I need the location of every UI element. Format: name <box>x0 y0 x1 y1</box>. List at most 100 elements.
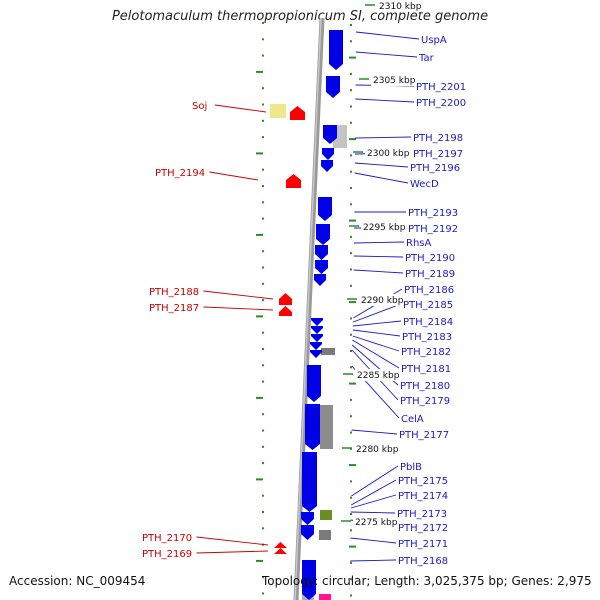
tick-mark <box>262 592 264 595</box>
tick-mark <box>256 315 263 318</box>
tick-mark <box>350 72 352 75</box>
tick-mark <box>350 431 352 434</box>
cog-feature-box <box>321 348 335 355</box>
label-leader-line <box>352 320 402 327</box>
scale-label: 2300 kbp <box>367 149 410 159</box>
tick-mark <box>349 56 356 59</box>
label-leader-line <box>350 494 397 509</box>
reverse-gene-arrow <box>286 174 301 188</box>
label-leader-line <box>209 171 259 181</box>
tick-mark <box>350 203 352 206</box>
label-leader-lines <box>196 31 420 562</box>
label-leader-line <box>350 559 397 562</box>
scale-label: 2285 kbp <box>357 371 400 381</box>
label-leader-line <box>355 136 412 139</box>
genome-backbone <box>293 17 325 600</box>
tick-mark <box>262 511 264 513</box>
label-leader-line <box>350 537 397 544</box>
gene-label-right: PTH_2179 <box>400 396 450 407</box>
map-title: Pelotomaculum thermopropionicum SI, comp… <box>111 9 489 24</box>
gene-label-right: PTH_2184 <box>403 317 453 328</box>
gene-label-right: PTH_2192 <box>408 224 458 235</box>
gene-label-right: PTH_2185 <box>403 300 453 311</box>
accession-text: Accession: NC_009454 <box>9 574 146 588</box>
tick-mark <box>262 380 264 383</box>
gene-label-right: CelA <box>401 414 424 425</box>
gene-label-right: PTH_2175 <box>398 476 448 487</box>
gene-label-left: PTH_2170 <box>142 533 192 544</box>
cog-feature-box <box>319 594 331 600</box>
tick-mark <box>349 138 356 141</box>
tick-mark <box>350 284 352 287</box>
forward-gene-arrow <box>311 326 323 334</box>
tick-mark <box>262 185 264 187</box>
tick-mark <box>350 513 352 515</box>
tick-mark <box>262 527 264 530</box>
tick-mark <box>262 54 264 57</box>
scale-label-bg <box>361 221 407 233</box>
scale-label: 2280 kbp <box>356 445 399 455</box>
gene-label-right: PTH_2190 <box>405 253 455 264</box>
tick-mark <box>256 233 263 236</box>
scale-label-bg <box>354 443 400 455</box>
label-leader-line <box>350 479 397 506</box>
gene-label-right: PTH_2183 <box>402 332 452 343</box>
genome-summary: Topology: circular; Length: 3,025,375 bp… <box>262 574 592 588</box>
tick-mark <box>256 559 263 562</box>
gene-labels-left: Soj PTH_2194 PTH_2188 PTH_2187 PTH_2170 PTH_2… <box>142 101 207 560</box>
forward-gene-arrow <box>329 30 343 70</box>
label-leader-line <box>196 550 269 554</box>
forward-gene-arrow <box>305 404 320 450</box>
gene-label-right: PTH_2172 <box>398 523 448 534</box>
tick-mark <box>262 282 264 285</box>
label-leader-line <box>203 290 274 300</box>
gene-label-right: PTH_2186 <box>404 285 454 296</box>
label-leader-line <box>350 511 396 514</box>
tick-mark <box>350 121 352 124</box>
forward-gene-arrow <box>307 365 321 402</box>
scale-label-bg <box>359 294 405 306</box>
forward-gene-arrow <box>302 452 317 512</box>
forward-gene-arrow <box>316 224 330 245</box>
tick-mark <box>262 299 264 302</box>
scale-label: 2310 kbp <box>379 2 422 12</box>
scale-label: 2295 kbp <box>363 223 406 233</box>
tick-mark <box>262 168 264 171</box>
tick-mark <box>262 413 264 416</box>
reverse-gene-arrow <box>290 106 305 120</box>
forward-gene-arrow <box>321 160 333 172</box>
tick-mark <box>350 333 352 336</box>
scale-label-bg <box>355 369 401 381</box>
tick-mark <box>349 545 356 548</box>
label-leader-line <box>355 51 418 58</box>
gene-label-right: PTH_2177 <box>399 430 449 441</box>
tick-mark <box>350 154 352 157</box>
tick-mark <box>349 382 356 385</box>
scale-label: 2305 kbp <box>373 76 416 86</box>
scale-label: 2290 kbp <box>361 296 404 306</box>
gene-label-right: Tar <box>418 53 435 64</box>
label-leader-line <box>355 31 420 40</box>
tick-mark <box>256 152 263 155</box>
gene-label-right: PTH_2197 <box>413 149 463 160</box>
scale-label-bg <box>371 74 417 86</box>
reverse-gene-arrow <box>279 293 292 305</box>
reverse-gene-arrow <box>274 542 287 548</box>
scale-labels: 2310 kbp 2305 kbp 2300 kbp 2295 kbp 2290 kbp… <box>341 0 423 528</box>
tick-mark <box>350 24 352 26</box>
tick-mark <box>256 396 263 399</box>
tick-mark <box>350 561 352 564</box>
label-leader-line <box>351 465 399 497</box>
gene-label-right: PTH_2198 <box>413 133 463 144</box>
gene-label-right: PTH_2181 <box>401 364 451 375</box>
tick-mark <box>256 478 263 481</box>
reverse-gene-arrow <box>279 306 292 316</box>
label-leader-line <box>352 329 401 337</box>
tick-mark <box>350 40 352 43</box>
label-leader-line <box>351 429 398 435</box>
label-leader-line <box>354 172 409 184</box>
forward-gene-arrow <box>301 512 314 525</box>
gene-label-left: PTH_2188 <box>149 287 199 298</box>
tick-mark <box>350 415 352 418</box>
tick-mark <box>350 170 352 173</box>
